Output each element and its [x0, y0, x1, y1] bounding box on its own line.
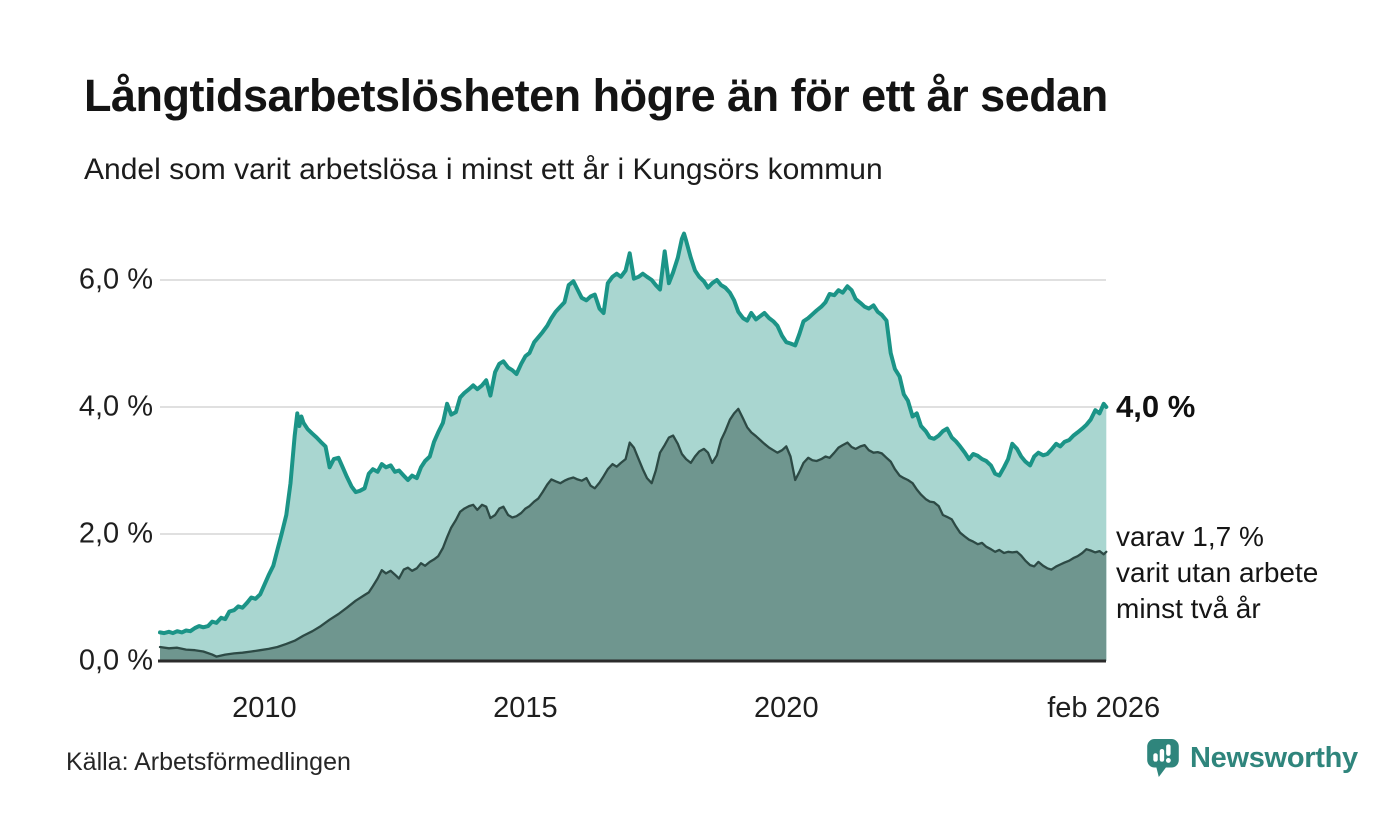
chart-subtitle: Andel som varit arbetslösa i minst ett å…	[84, 153, 883, 186]
annotation-line: varav 1,7 %	[1116, 520, 1264, 552]
series1-end-value-label: 4,0 %	[1116, 389, 1196, 424]
x-tick-label: 2010	[232, 692, 297, 724]
y-tick-label: 2,0 %	[78, 517, 153, 550]
x-tick-label: feb 2026	[1047, 692, 1161, 724]
brand-name: Newsworthy	[1190, 741, 1358, 774]
annotation-line: minst två år	[1116, 592, 1261, 624]
source-note: Källa: Arbetsförmedlingen	[66, 748, 351, 776]
brand-logo: Newsworthy	[1146, 738, 1358, 778]
page-title: Långtidsarbetslösheten högre än för ett …	[84, 70, 1108, 121]
series2-annotation: varav 1,7 % varit utan arbete minst två …	[1116, 519, 1318, 627]
x-tick-label: 2015	[493, 692, 558, 724]
x-tick-label: 2020	[754, 692, 819, 724]
y-tick-label: 0,0 %	[78, 644, 153, 677]
y-tick-label: 4,0 %	[78, 390, 153, 423]
annotation-line: varit utan arbete	[1116, 556, 1319, 588]
y-tick-label: 6,0 %	[78, 263, 153, 296]
newsworthy-icon	[1147, 739, 1179, 777]
